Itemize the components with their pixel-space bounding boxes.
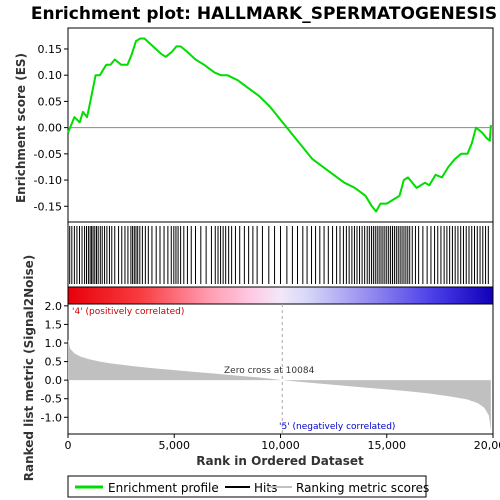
legend-label-ranking-metric: Ranking metric scores [296,481,429,495]
x-tick-label: 5,000 [159,439,191,452]
x-axis-title: Rank in Ordered Dataset [196,454,364,468]
metric-y-tick-label: 2.0 [45,300,63,313]
rank-color-bar [67,286,494,305]
chart-title: Enrichment plot: HALLMARK_SPERMATOGENESI… [31,4,497,24]
es-panel: -0.15 -0.10 -0.05 0.00 0.05 0.10 0.15 Enrichme… [14,27,494,223]
metric-y-tick-label: 0.5 [45,356,63,369]
zero-cross-label: Zero cross at 10084 [224,366,315,376]
x-axis: 0 5,000 10,000 15,000 20,000 [65,434,500,452]
enrichment-profile-line [67,37,492,213]
es-y-tick-label: 0.00 [38,122,63,135]
es-y-tick-label: -0.10 [34,174,62,187]
metric-y-axis-title: Ranked list metric (Signal2Noise) [22,255,36,482]
negative-correlation-label: '5' (negatively correlated) [279,422,395,432]
metric-y-tick-label: 0.0 [45,374,63,387]
legend-label-hits: Hits [254,481,277,495]
es-y-tick-label: 0.15 [38,43,63,56]
ranking-metric-area [68,339,491,431]
metric-y-tick-label: -1.0 [41,411,62,424]
x-tick-label: 0 [65,439,72,452]
metric-y-axis: -1.0 -0.5 0.0 0.5 1.0 1.5 2.0 [41,300,68,424]
x-tick-label: 20,000 [474,439,500,452]
x-tick-label: 10,000 [261,439,300,452]
es-y-axis: -0.15 -0.10 -0.05 0.00 0.05 0.10 0.15 [34,43,68,213]
metric-y-tick-label: -0.5 [41,393,62,406]
legend: Enrichment profile Hits Ranking metric s… [67,475,429,498]
hit-markers [69,226,489,284]
es-panel-frame [67,27,494,223]
es-y-tick-label: 0.05 [38,95,63,108]
es-y-tick-label: -0.05 [34,148,62,161]
es-y-tick-label: -0.15 [34,200,62,213]
x-tick-label: 15,000 [368,439,407,452]
legend-label-enrichment-profile: Enrichment profile [108,481,219,495]
metric-y-tick-label: 1.5 [45,318,63,331]
es-y-axis-title: Enrichment score (ES) [14,53,28,203]
ranked-metric-panel: -1.0 -0.5 0.0 0.5 1.0 1.5 2.0 '4' (positively … [22,255,494,482]
es-y-tick-label: 0.10 [38,69,63,82]
metric-y-tick-label: 1.0 [45,337,63,350]
positive-correlation-label: '4' (positively correlated) [72,307,184,317]
hits-panel [67,221,494,288]
